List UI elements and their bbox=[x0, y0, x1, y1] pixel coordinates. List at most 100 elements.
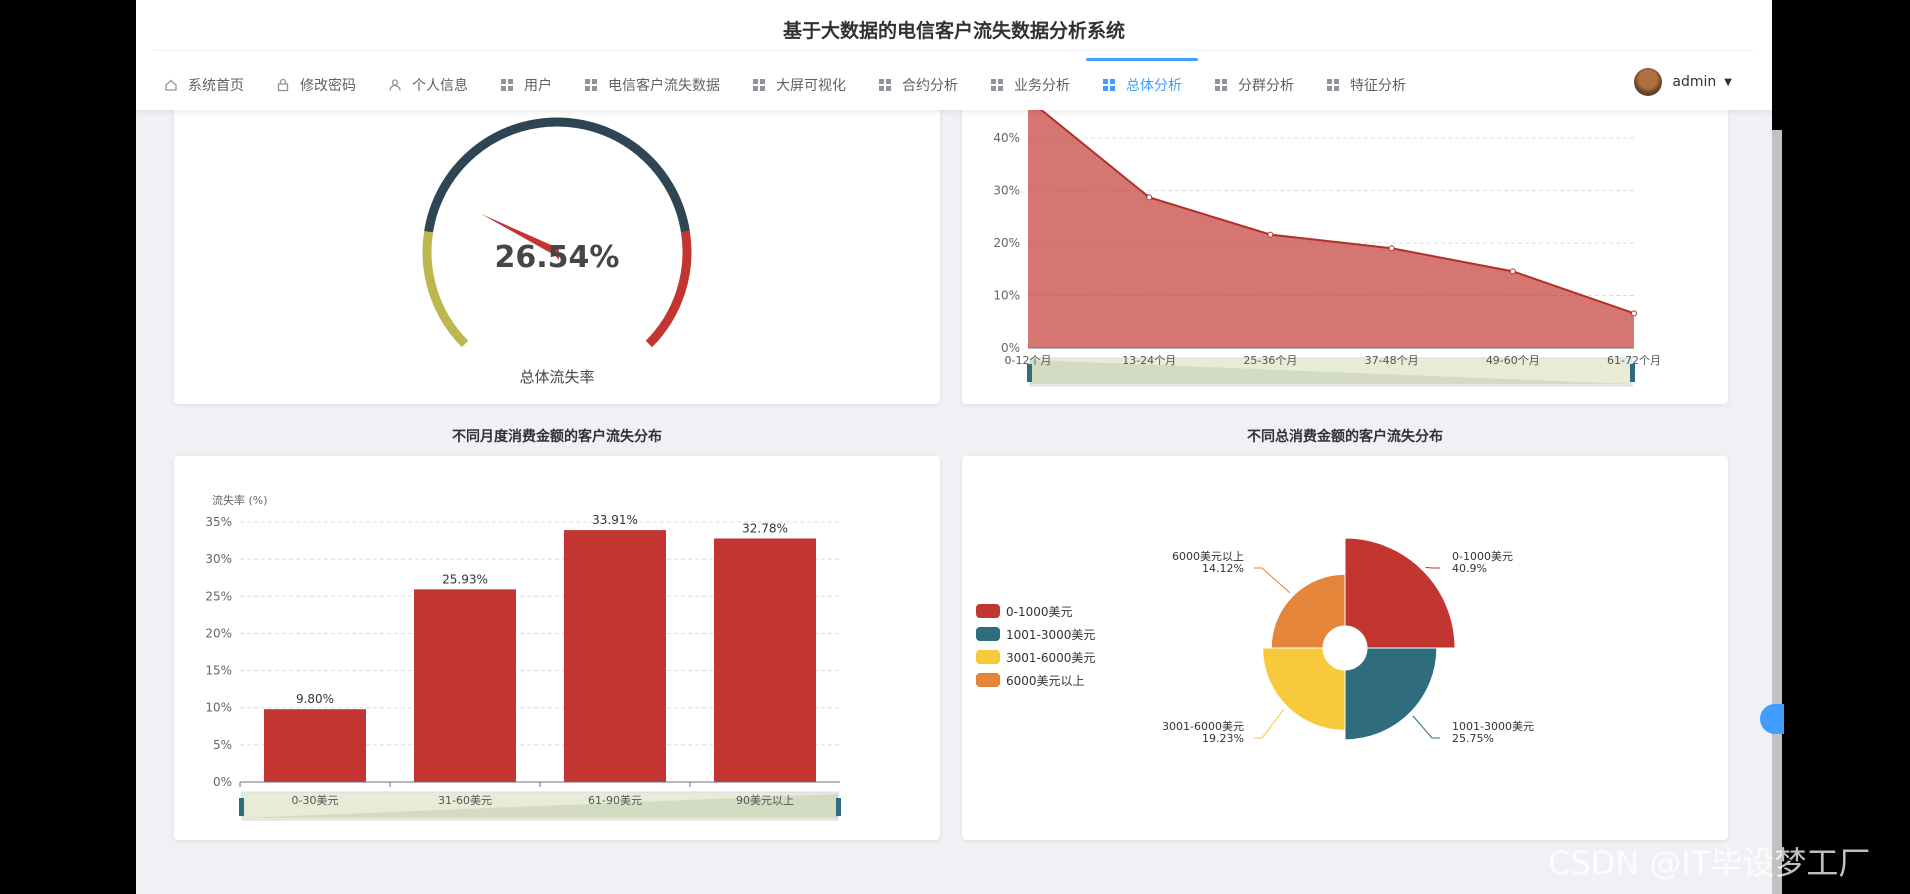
nav-item-2[interactable]: 个人信息 bbox=[388, 60, 468, 110]
gauge-value-label: 26.54% bbox=[495, 240, 620, 275]
pie-legend-label[interactable]: 0-1000美元 bbox=[1006, 605, 1073, 619]
nav-item-9[interactable]: 分群分析 bbox=[1214, 60, 1294, 110]
area-datazoom-handle-left[interactable] bbox=[1027, 364, 1032, 382]
grid-icon bbox=[1326, 78, 1340, 92]
pie-slice-percent: 14.12% bbox=[1202, 562, 1244, 575]
area-x-tick: 61-72个月 bbox=[1607, 354, 1661, 367]
home-icon bbox=[164, 78, 178, 92]
area-x-tick: 25-36个月 bbox=[1243, 354, 1297, 367]
nav-item-7[interactable]: 业务分析 bbox=[990, 60, 1070, 110]
area-point bbox=[1146, 194, 1153, 201]
pie-label-line bbox=[1412, 715, 1440, 739]
area-x-tick: 37-48个月 bbox=[1365, 354, 1419, 367]
bar-datazoom-shadow bbox=[242, 794, 838, 818]
pie-legend-swatch[interactable] bbox=[976, 673, 1000, 687]
bar-value-label: 25.93% bbox=[442, 572, 488, 586]
pie-slice-name: 6000美元以上 bbox=[1172, 550, 1244, 563]
nav-item-0[interactable]: 系统首页 bbox=[164, 60, 244, 110]
bar-datazoom-handle-left[interactable] bbox=[239, 798, 244, 816]
bar-y-tick: 30% bbox=[205, 552, 232, 566]
bar-value-label: 33.91% bbox=[592, 513, 638, 527]
app-title: 基于大数据的电信客户流失数据分析系统 bbox=[782, 20, 1125, 42]
grid-icon bbox=[1102, 78, 1116, 92]
gauge-card: 26.54% 总体流失率 bbox=[174, 92, 940, 404]
nav-item-4[interactable]: 电信客户流失数据 bbox=[584, 60, 720, 110]
pie-slice-name: 0-1000美元 bbox=[1452, 550, 1513, 563]
bar-x-tick: 90美元以上 bbox=[736, 794, 794, 807]
lock-icon bbox=[276, 78, 290, 92]
pie-legend-label[interactable]: 1001-3000美元 bbox=[1006, 628, 1095, 642]
user-name[interactable]: admin bbox=[1672, 74, 1717, 90]
user-icon bbox=[388, 78, 402, 92]
bar-y-tick: 25% bbox=[205, 589, 232, 603]
pie-label-line bbox=[1254, 567, 1291, 594]
nav-item-10[interactable]: 特征分析 bbox=[1326, 60, 1406, 110]
area-fill bbox=[1028, 99, 1634, 349]
bar-x-tick: 61-90美元 bbox=[588, 794, 642, 807]
grid-icon bbox=[500, 78, 514, 92]
nav-item-3[interactable]: 用户 bbox=[500, 60, 552, 110]
nav-item-label: 个人信息 bbox=[412, 78, 468, 94]
pie-legend-swatch[interactable] bbox=[976, 627, 1000, 641]
pie-legend-swatch[interactable] bbox=[976, 604, 1000, 618]
area-point bbox=[1631, 310, 1637, 317]
nav-item-6[interactable]: 合约分析 bbox=[878, 60, 958, 110]
gauge-title: 总体流失率 bbox=[519, 368, 594, 386]
pie-chart-title: 不同总消费金额的客户流失分布 bbox=[1247, 429, 1443, 445]
bar-x-tick: 31-60美元 bbox=[438, 794, 492, 807]
nav-item-label: 修改密码 bbox=[300, 78, 356, 94]
pie-label-line bbox=[1254, 708, 1285, 739]
nav-item-1[interactable]: 修改密码 bbox=[276, 60, 356, 110]
grid-icon bbox=[990, 78, 1004, 92]
area-card: 0% 10% 20% 30% 40% 0-12个月 13-24个月 25-36个月 37-48个… bbox=[962, 92, 1728, 404]
bar-value-label: 9.80% bbox=[296, 692, 334, 706]
pie-slice-percent: 40.9% bbox=[1452, 562, 1487, 575]
area-chart: 0% 10% 20% 30% 40% 0-12个月 13-24个月 25-36个月 37-48个… bbox=[993, 96, 1661, 387]
area-y-tick: 0% bbox=[1001, 341, 1020, 355]
area-x-tick: 49-60个月 bbox=[1486, 354, 1540, 367]
nav-item-5[interactable]: 大屏可视化 bbox=[752, 60, 846, 110]
bar-y-axis-label: 流失率 (%) bbox=[212, 493, 268, 507]
bar-y-tick: 0% bbox=[213, 775, 232, 789]
pie-legend-label[interactable]: 3001-6000美元 bbox=[1006, 651, 1095, 665]
bar-y-tick: 35% bbox=[205, 515, 232, 529]
pie-slice-3[interactable] bbox=[1270, 573, 1346, 649]
bar-2[interactable] bbox=[564, 530, 666, 782]
area-datazoom-handle-right[interactable] bbox=[1630, 364, 1635, 382]
pie-slice-name: 1001-3000美元 bbox=[1452, 720, 1534, 733]
pie-legend-swatch[interactable] bbox=[976, 650, 1000, 664]
nav-item-label: 总体分析 bbox=[1126, 78, 1182, 94]
area-point bbox=[1388, 245, 1395, 252]
bar-1[interactable] bbox=[414, 589, 516, 782]
area-line bbox=[1027, 98, 1635, 315]
side-expand-tab[interactable] bbox=[1760, 704, 1784, 734]
bar-card: 流失率 (%) 0% 5% 10% 15% 20% 25% 30% 35% 9.80% 25.93%… bbox=[174, 456, 940, 840]
pie-legend-label[interactable]: 6000美元以上 bbox=[1006, 674, 1085, 688]
watermark: CSDN @IT毕设梦工厂 bbox=[1548, 844, 1871, 882]
pie-slice-2[interactable] bbox=[1262, 647, 1346, 731]
app-root: 基于大数据的电信客户流失数据分析系统 系统首页 修改密码 个人信息 用户 电信客户流失数… bbox=[136, 0, 1772, 894]
page-scrollbar[interactable] bbox=[1772, 130, 1782, 894]
gauge-chart: 26.54% 总体流失率 bbox=[422, 117, 692, 386]
nav-item-label: 特征分析 bbox=[1350, 78, 1406, 94]
bar-3[interactable] bbox=[714, 538, 816, 782]
nav-item-label: 合约分析 bbox=[902, 78, 958, 94]
bar-0[interactable] bbox=[264, 709, 366, 782]
bar-y-tick: 15% bbox=[205, 664, 232, 678]
user-menu[interactable]: admin ▼ bbox=[1634, 68, 1732, 96]
bar-datazoom-handle-right[interactable] bbox=[836, 798, 841, 816]
pie-slice-0[interactable] bbox=[1344, 537, 1456, 649]
gauge-band-high bbox=[645, 230, 692, 348]
pie-label-line bbox=[1425, 566, 1440, 569]
nav-item-label: 分群分析 bbox=[1238, 78, 1294, 94]
caret-down-icon[interactable]: ▼ bbox=[1724, 76, 1732, 88]
bar-y-tick: 10% bbox=[205, 701, 232, 715]
area-x-tick: 0-12个月 bbox=[1005, 354, 1052, 367]
avatar[interactable] bbox=[1634, 68, 1663, 96]
pie-slice-1[interactable] bbox=[1344, 647, 1438, 741]
nav-item-8[interactable]: 总体分析 bbox=[1086, 58, 1198, 110]
area-datazoom-shadow bbox=[1030, 360, 1632, 384]
bar-y-tick: 5% bbox=[213, 738, 232, 752]
area-x-tick: 13-24个月 bbox=[1122, 354, 1176, 367]
area-point bbox=[1509, 268, 1516, 275]
